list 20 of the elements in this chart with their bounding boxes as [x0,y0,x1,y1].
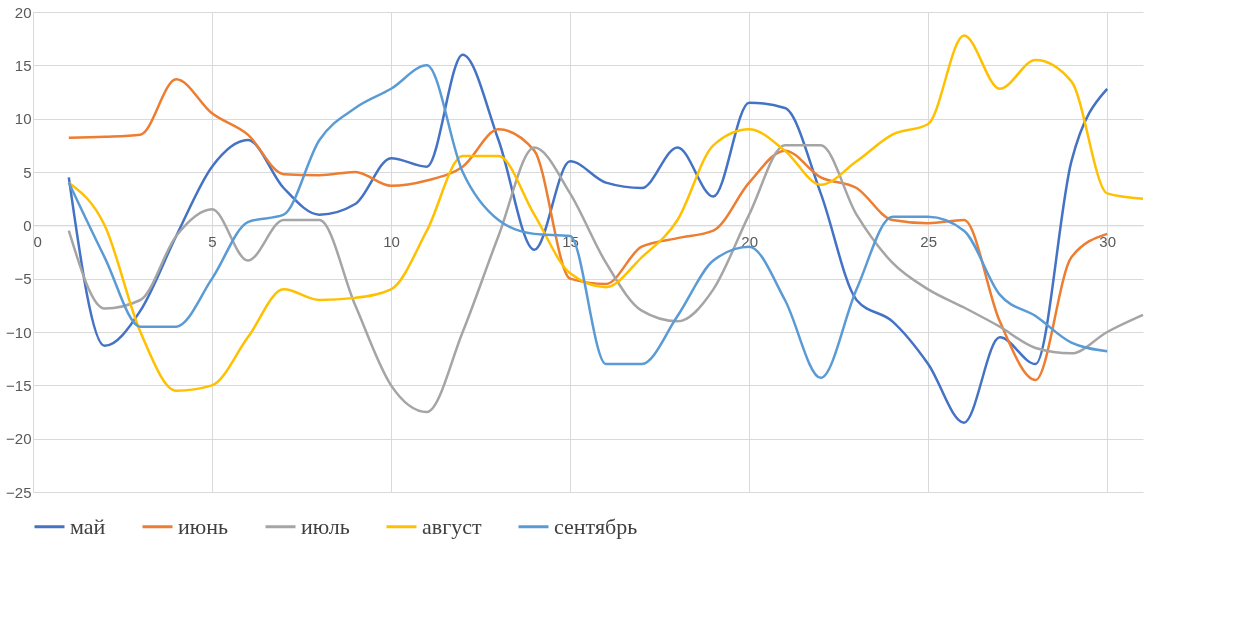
x-tick-label: 5 [208,232,217,250]
y-tick-label: 0 [23,216,32,234]
x-tick-label: 25 [920,232,938,250]
y-tick-label: −5 [14,270,32,288]
y-tick-label: 10 [14,110,32,128]
y-tick-label: −10 [6,323,32,341]
legend-label: август [422,513,482,539]
legend-label: июль [301,513,350,539]
legend-label: июнь [178,513,229,539]
y-tick-label: −15 [6,376,32,394]
y-tick-label: 5 [23,163,32,181]
y-tick-label: 20 [14,3,32,21]
y-tick-label: −20 [6,430,32,448]
x-tick-label: 10 [383,232,400,250]
line-series [67,144,1145,414]
y-tick-label: −25 [6,483,32,501]
legend-label: сентябрь [554,513,638,539]
legend-label: май [70,513,106,539]
x-tick-label: 30 [1099,232,1117,250]
y-tick-label: 15 [14,56,32,74]
